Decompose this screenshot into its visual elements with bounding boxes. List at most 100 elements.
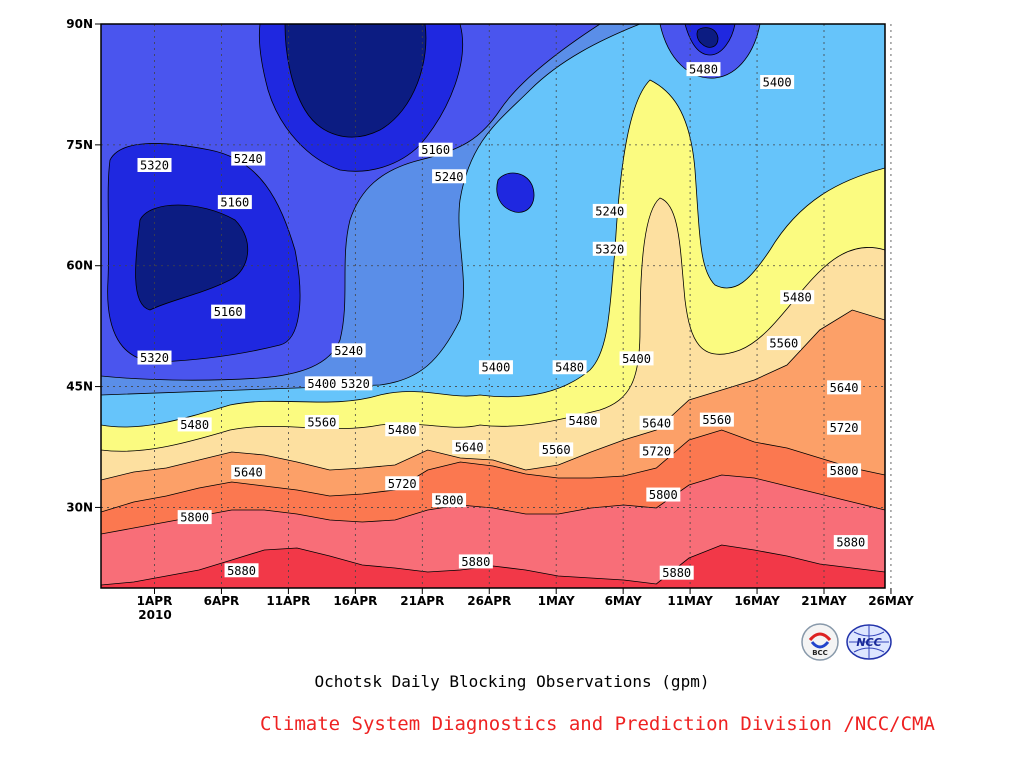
x-tick-label: 16APR — [333, 594, 377, 608]
contour-label: 5800 — [177, 510, 212, 525]
contour-label: 5240 — [432, 169, 467, 184]
contour-label: 5560 — [539, 442, 574, 457]
x-year-label: 2010 — [138, 608, 171, 622]
contour-label: 5400 — [478, 360, 513, 375]
svg-text:5240: 5240 — [435, 170, 464, 184]
band-below-5160-left — [135, 204, 249, 311]
contour-label: 5880 — [833, 535, 868, 550]
svg-text:5400: 5400 — [622, 352, 651, 366]
svg-text:5400: 5400 — [481, 361, 510, 375]
svg-text:5400: 5400 — [763, 76, 792, 90]
y-tick-label: 30N — [66, 500, 93, 514]
svg-text:5480: 5480 — [783, 291, 812, 305]
contour-label: 5880 — [458, 554, 493, 569]
contour-label: 5320 — [592, 241, 627, 256]
contour-label: 5800 — [432, 493, 467, 508]
svg-text:5640: 5640 — [830, 381, 859, 395]
svg-text:5480: 5480 — [569, 414, 598, 428]
contour-label: 5560 — [699, 412, 734, 427]
x-tick-label: 11MAY — [667, 594, 713, 608]
contour-label: 5640 — [231, 464, 266, 479]
x-tick-label: 21MAY — [801, 594, 847, 608]
svg-text:5640: 5640 — [234, 465, 263, 479]
band-small-trough — [496, 172, 535, 213]
contour-label: 5240 — [331, 343, 366, 358]
band-below-5160-top — [284, 24, 427, 138]
x-tick-label: 21APR — [400, 594, 444, 608]
x-tick-label: 6APR — [204, 594, 240, 608]
svg-text:5560: 5560 — [307, 416, 336, 430]
contour-label: 5480 — [552, 360, 587, 375]
contour-label: 5480 — [565, 413, 600, 428]
svg-text:5720: 5720 — [830, 421, 859, 435]
contour-label: 5240 — [231, 151, 266, 166]
contour-label: 5240 — [592, 203, 627, 218]
contour-label: 5320 — [137, 350, 172, 365]
contour-chart: 1APR 6APR 11APR 16APR 21APR 26APR 1MAY 6MAY 11MA… — [66, 17, 914, 622]
contour-label: 5720 — [639, 444, 674, 459]
contour-label: 5480 — [780, 290, 815, 305]
band-top-right-core — [696, 27, 719, 48]
contour-label: 5400 — [304, 376, 339, 391]
y-axis: 30N 45N 60N 75N 90N — [66, 17, 101, 514]
contour-label: 5160 — [217, 195, 252, 210]
contour-label: 5320 — [338, 376, 373, 391]
contour-bands — [101, 24, 885, 588]
svg-text:5320: 5320 — [140, 159, 169, 173]
svg-text:5480: 5480 — [388, 423, 417, 437]
contour-label: 5720 — [385, 476, 420, 491]
svg-text:5800: 5800 — [830, 464, 859, 478]
contour-label: 5800 — [646, 487, 681, 502]
y-tick-label: 90N — [66, 17, 93, 31]
contour-label: 5480 — [177, 417, 212, 432]
svg-text:5640: 5640 — [455, 441, 484, 455]
contour-label: 5480 — [385, 422, 420, 437]
svg-text:5320: 5320 — [341, 377, 370, 391]
svg-text:5560: 5560 — [769, 337, 798, 351]
svg-text:BCC: BCC — [812, 649, 828, 657]
plot-frame — [100, 23, 886, 589]
svg-text:NCC: NCC — [856, 636, 881, 649]
contour-label: 5400 — [760, 75, 795, 90]
svg-text:5160: 5160 — [214, 305, 243, 319]
contour-labels: 5320 5240 5160 5160 5320 5240 5400 5320 5160 5240… — [137, 62, 868, 580]
contour-label: 5160 — [418, 142, 453, 157]
svg-text:5400: 5400 — [307, 377, 336, 391]
svg-text:5480: 5480 — [555, 361, 584, 375]
contour-label: 5800 — [827, 463, 862, 478]
x-tick-label: 16MAY — [734, 594, 780, 608]
credit-line: Climate System Diagnostics and Predictio… — [260, 713, 935, 735]
svg-text:5880: 5880 — [461, 555, 490, 569]
bcc-logo: BCC — [801, 623, 839, 661]
chart-caption: Ochotsk Daily Blocking Observations (gpm… — [314, 672, 710, 691]
x-tick-label: 1MAY — [538, 594, 575, 608]
y-tick-label: 75N — [66, 138, 93, 152]
x-tick-label: 26APR — [467, 594, 511, 608]
svg-text:5800: 5800 — [180, 511, 209, 525]
svg-text:5480: 5480 — [180, 418, 209, 432]
svg-text:5720: 5720 — [642, 445, 671, 459]
svg-text:5800: 5800 — [649, 488, 678, 502]
contour-label: 5400 — [619, 351, 654, 366]
x-tick-label: 6MAY — [605, 594, 642, 608]
svg-text:5720: 5720 — [388, 477, 417, 491]
contour-label: 5560 — [304, 415, 339, 430]
svg-text:5160: 5160 — [220, 196, 249, 210]
svg-text:5560: 5560 — [702, 413, 731, 427]
contour-label: 5880 — [659, 565, 694, 580]
svg-text:5240: 5240 — [595, 204, 624, 218]
y-tick-label: 45N — [66, 380, 93, 394]
x-axis: 1APR 6APR 11APR 16APR 21APR 26APR 1MAY 6MAY 11MA… — [137, 588, 914, 608]
svg-text:5560: 5560 — [542, 443, 571, 457]
svg-text:5240: 5240 — [234, 152, 263, 166]
contour-label: 5320 — [137, 158, 172, 173]
svg-text:5800: 5800 — [435, 494, 464, 508]
svg-text:5880: 5880 — [662, 566, 691, 580]
svg-text:5160: 5160 — [421, 143, 450, 157]
svg-text:5320: 5320 — [595, 242, 624, 256]
contour-label: 5640 — [452, 440, 487, 455]
contour-label: 5160 — [211, 304, 246, 319]
x-tick-label: 1APR — [137, 594, 173, 608]
contour-label: 5560 — [766, 336, 801, 351]
contour-label: 5640 — [827, 380, 862, 395]
